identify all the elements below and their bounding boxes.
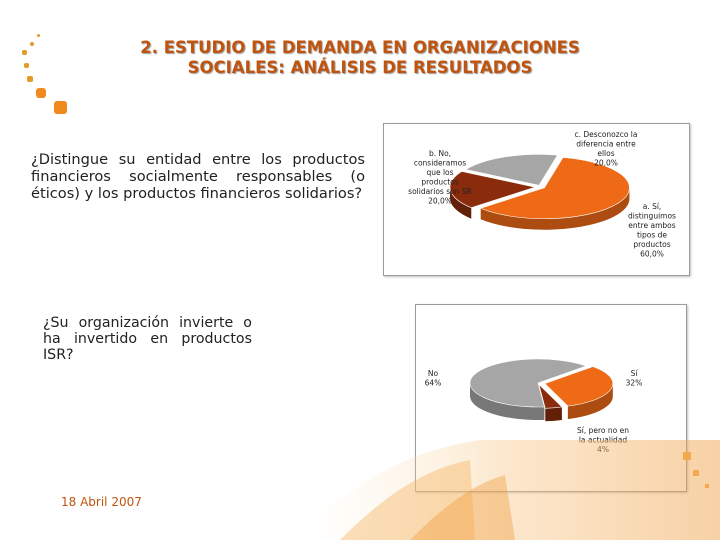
pie2-slice-0 [544,366,614,407]
pie1-slice-2 [465,154,559,186]
pie2-slice-side [545,406,562,422]
pie1-slice-1 [449,171,537,209]
decor-dot [37,34,40,37]
pie1-slice-side [450,187,472,219]
slide-title-line-1: 2. ESTUDIO DE DEMANDA EN ORGANIZACIONES [140,38,580,57]
pie2-slice-side [470,383,545,420]
slide-title: 2. ESTUDIO DE DEMANDA EN ORGANIZACIONES … [90,38,630,78]
pie2-slice-1 [538,383,563,409]
decor-dot [24,63,29,68]
pie1-slice-side [480,187,630,230]
decorative-swoosh [300,440,720,540]
pie1-label-1: b. No, consideramos que los productos solida… [408,149,472,206]
slide-title-line-2: SOCIALES: ANÁLISIS DE RESULTADOS [187,58,533,77]
decor-dot [22,50,27,55]
decor-dot [27,76,33,82]
question-invests-isr: ¿Su organización invierte o ha invertido… [43,315,252,363]
decor-square [693,470,699,476]
decor-dot [30,42,34,46]
decor-dot [36,88,46,98]
pie2-label-0: Sí 32% [626,369,643,388]
pie2-slice-side [567,383,613,420]
decor-square [705,484,709,488]
decor-square [683,452,691,460]
pie2-slice-2 [469,358,587,408]
pie1-label-2: c. Desconozco la diferencia entre ellos 20,… [575,130,638,168]
pie-chart-distinguish: a. Sí, distinguimos entre ambos tipos de pro… [383,123,690,276]
decor-dot [54,101,67,114]
pie-chart-distinguish-svg: a. Sí, distinguimos entre ambos tipos de pro… [408,130,676,259]
pie1-label-0: a. Sí, distinguimos entre ambos tipos de pro… [628,202,676,259]
pie1-slice-0 [479,157,630,220]
pie2-label-2: No 64% [425,369,442,388]
slide-date: 18 Abril 2007 [61,495,142,509]
question-distinguish-products: ¿Distingue su entidad entre los producto… [31,151,365,202]
